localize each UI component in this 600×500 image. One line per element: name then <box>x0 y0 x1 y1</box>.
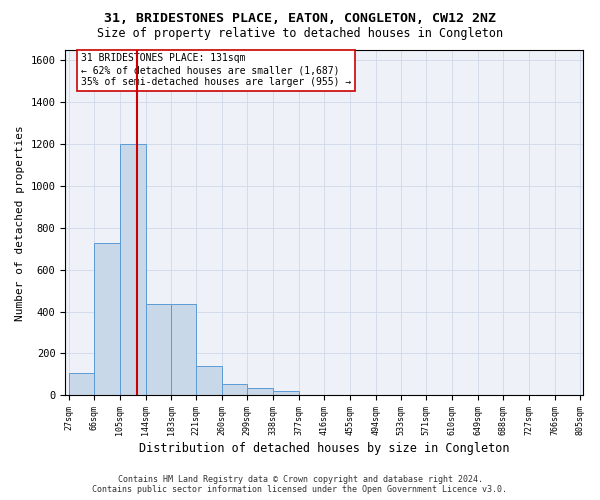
Text: Contains HM Land Registry data © Crown copyright and database right 2024.
Contai: Contains HM Land Registry data © Crown c… <box>92 474 508 494</box>
Bar <box>120 144 146 396</box>
Bar <box>222 384 247 396</box>
Bar <box>171 304 196 396</box>
Text: Size of property relative to detached houses in Congleton: Size of property relative to detached ho… <box>97 28 503 40</box>
X-axis label: Distribution of detached houses by size in Congleton: Distribution of detached houses by size … <box>139 442 509 455</box>
Bar <box>68 374 94 396</box>
Y-axis label: Number of detached properties: Number of detached properties <box>15 125 25 320</box>
Text: 31 BRIDESTONES PLACE: 131sqm
← 62% of detached houses are smaller (1,687)
35% of: 31 BRIDESTONES PLACE: 131sqm ← 62% of de… <box>81 54 352 86</box>
Bar <box>94 242 120 396</box>
Bar <box>146 304 171 396</box>
Text: 31, BRIDESTONES PLACE, EATON, CONGLETON, CW12 2NZ: 31, BRIDESTONES PLACE, EATON, CONGLETON,… <box>104 12 496 26</box>
Bar <box>196 366 222 396</box>
Bar <box>247 388 273 396</box>
Bar <box>273 391 299 396</box>
